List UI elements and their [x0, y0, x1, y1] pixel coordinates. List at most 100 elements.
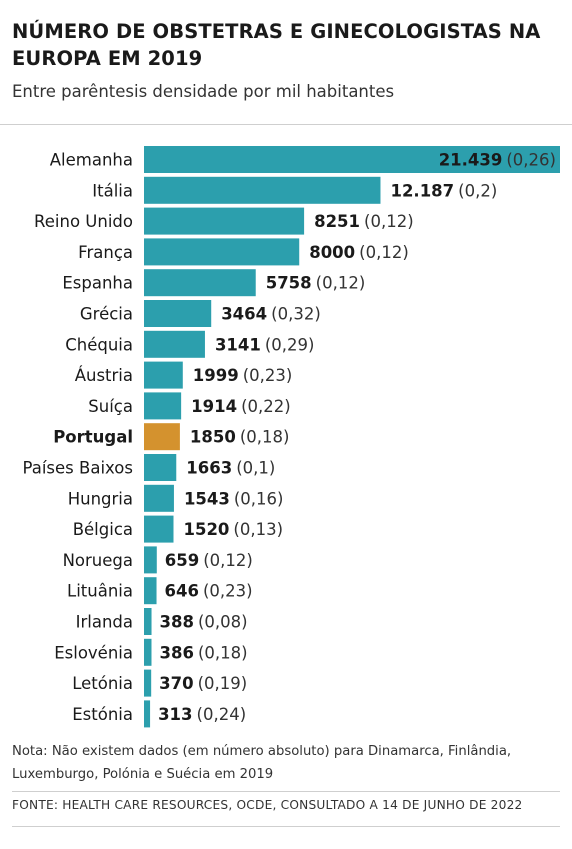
value-label: 3464 — [221, 305, 267, 324]
bottom-divider — [12, 826, 560, 827]
category-label: Eslovénia — [54, 643, 133, 662]
density-label: (0,23) — [243, 366, 293, 385]
density-label: (0,23) — [203, 582, 253, 601]
category-label: Noruega — [63, 551, 133, 570]
data-label: 8000 (0,12) — [309, 243, 409, 262]
data-label: 1543 (0,16) — [184, 489, 284, 508]
category-label: Grécia — [80, 305, 133, 324]
category-label: Hungria — [68, 489, 133, 508]
bar — [144, 207, 305, 235]
value-label: 8251 — [314, 212, 360, 231]
value-label: 646 — [165, 582, 199, 601]
density-label: (0,08) — [198, 613, 248, 632]
data-label: 5758 (0,12) — [266, 274, 366, 293]
value-label: 659 — [165, 551, 199, 570]
value-label: 388 — [160, 613, 194, 632]
bar — [144, 669, 152, 697]
category-label: Alemanha — [50, 151, 133, 170]
category-label: Lituânia — [67, 582, 133, 601]
category-label: Portugal — [53, 428, 133, 447]
data-label: 386 (0,18) — [159, 643, 247, 662]
chart-subtitle: Entre parêntesis densidade por mil habit… — [12, 82, 395, 101]
chart-note: Nota: Não existem dados (em número absol… — [12, 744, 512, 782]
value-label: 3141 — [215, 335, 261, 354]
bar — [144, 361, 183, 389]
data-label: 21.439 (0,26) — [439, 151, 556, 170]
density-label: (0,24) — [197, 705, 247, 724]
category-label: Itália — [92, 181, 133, 200]
bar — [144, 146, 560, 173]
source-divider — [12, 791, 560, 792]
data-label: 659 (0,12) — [165, 551, 253, 570]
value-label: 313 — [158, 705, 192, 724]
value-label: 1543 — [184, 489, 230, 508]
category-label: Letónia — [72, 674, 133, 693]
bar — [144, 484, 174, 512]
data-label: 370 (0,19) — [159, 674, 247, 693]
density-label: (0,19) — [198, 674, 248, 693]
bar — [144, 392, 182, 420]
data-label: 1850 (0,18) — [190, 428, 290, 447]
data-label: 646 (0,23) — [165, 582, 253, 601]
value-label: 386 — [159, 643, 193, 662]
category-label: França — [78, 243, 133, 262]
density-label: (0,18) — [240, 428, 290, 447]
value-label: 5758 — [266, 274, 312, 293]
bar-chart: Alemanha 21.439 (0,26) Itália 12.187 (0,2) Rei… — [23, 146, 560, 728]
data-label: 1999 (0,23) — [193, 366, 293, 385]
category-label: Áustria — [75, 366, 133, 385]
density-label: (0,22) — [241, 397, 291, 416]
bar — [144, 700, 151, 728]
category-label: Chéquia — [65, 335, 133, 354]
bar — [144, 454, 177, 481]
value-label: 12.187 — [390, 181, 454, 200]
bar — [144, 546, 157, 574]
bar — [144, 515, 174, 543]
chart-title: NÚMERO DE OBSTETRAS E GINECOLOGISTAS NA … — [12, 20, 541, 70]
category-label: Bélgica — [73, 520, 133, 539]
value-label: 1999 — [193, 366, 239, 385]
density-label: (0,1) — [236, 459, 275, 478]
bar — [144, 330, 205, 358]
data-label: 1520 (0,13) — [183, 520, 283, 539]
category-label: Países Baixos — [23, 459, 133, 478]
bar — [144, 176, 381, 204]
source-credit: FONTE: HEALTH CARE RESOURCES, OCDE, CONS… — [12, 798, 523, 812]
value-label: 370 — [159, 674, 193, 693]
data-label: 388 (0,08) — [160, 613, 248, 632]
data-label: 12.187 (0,2) — [390, 181, 497, 200]
data-label: 1663 (0,1) — [186, 459, 275, 478]
density-label: (0,29) — [265, 335, 315, 354]
data-label: 3464 (0,32) — [221, 305, 321, 324]
value-label: 1850 — [190, 428, 236, 447]
value-label: 1520 — [183, 520, 229, 539]
category-label: Irlanda — [76, 613, 133, 632]
data-label: 8251 (0,12) — [314, 212, 414, 231]
density-label: (0,12) — [359, 243, 409, 262]
density-label: (0,16) — [234, 489, 284, 508]
data-label: 3141 (0,29) — [215, 335, 315, 354]
density-label: (0,12) — [203, 551, 253, 570]
value-label: 8000 — [309, 243, 355, 262]
density-label: (0,12) — [364, 212, 414, 231]
bar — [144, 638, 152, 666]
category-label: Reino Unido — [34, 212, 133, 231]
density-label: (0,13) — [233, 520, 283, 539]
category-label: Suíça — [88, 397, 133, 416]
value-label: 1914 — [191, 397, 237, 416]
bar — [144, 300, 212, 327]
bar — [144, 608, 152, 635]
title-divider — [0, 124, 572, 125]
density-label: (0,26) — [506, 151, 556, 170]
density-label: (0,2) — [458, 181, 497, 200]
category-label: Estónia — [72, 705, 133, 724]
category-label: Espanha — [62, 274, 133, 293]
density-label: (0,18) — [198, 643, 248, 662]
bar — [144, 269, 256, 297]
bar — [144, 577, 157, 605]
density-label: (0,32) — [271, 305, 321, 324]
value-label: 1663 — [186, 459, 232, 478]
bar — [144, 423, 180, 451]
data-label: 1914 (0,22) — [191, 397, 291, 416]
value-label: 21.439 — [439, 151, 503, 170]
